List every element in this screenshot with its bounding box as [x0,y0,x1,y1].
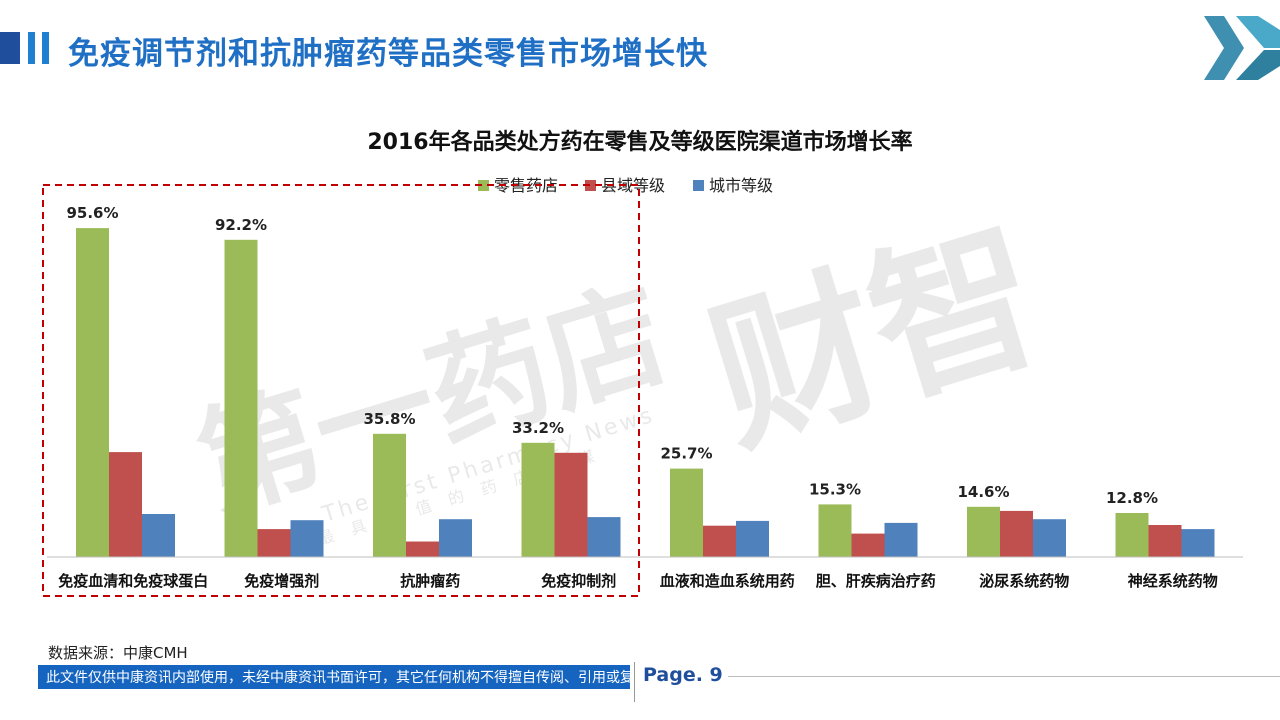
bar-series-2-category-3 [587,517,621,557]
page-rule [728,676,1280,677]
bar-series-1-category-1 [257,529,291,557]
bar-series-0-category-5 [818,504,852,557]
footer-notice: 此文件仅供中康资讯内部使用，未经中康资讯书面许可，其它任何机构不得擅自传阅、引用… [46,670,630,686]
category-label-7: 神经系统药物 [1128,572,1218,590]
watermark: 第一药店 财智 The First Pharmacy News 最具价值的药店传… [183,197,1062,549]
bar-series-2-category-0 [142,514,175,557]
page-title: 免疫调节剂和抗肿瘤药等品类零售市场增长快 [68,36,708,72]
bar-series-0-category-0 [76,228,109,557]
page-number: Page. 9 [643,664,723,686]
legend-swatch-series-2 [693,180,704,191]
bar-series-2-category-2 [439,519,472,557]
bar-series-1-category-4 [703,525,736,557]
category-label-1: 免疫增强剂 [244,572,319,590]
data-label-category-0: 95.6% [66,204,118,222]
brand-logo-icon [1204,16,1280,80]
title-bar: 免疫调节剂和抗肿瘤药等品类零售市场增长快 [0,26,1200,74]
bar-series-2-category-5 [884,522,918,557]
bar-series-0-category-3 [521,442,555,557]
title-accent-stripe [28,32,35,64]
footer-divider [634,662,635,702]
data-source: 数据来源：中康CMH [48,644,188,662]
footer-notice-bar: 此文件仅供中康资讯内部使用，未经中康资讯书面许可，其它任何机构不得擅自传阅、引用… [38,665,630,689]
bar-series-1-category-2 [406,541,439,557]
title-accent-block [0,32,20,64]
bar-series-1-category-6 [1000,510,1033,557]
category-label-4: 血液和造血系统用药 [660,572,795,590]
title-accent-stripe [42,32,49,64]
bar-series-0-category-6 [967,506,1000,557]
category-label-2: 抗肿瘤药 [400,572,460,590]
legend-swatch-series-0 [478,180,489,191]
data-label-category-5: 15.3% [809,480,861,498]
value-labels: 95.6% 92.2% 35.8% 33.2% 25.7% 15.3% 14.6% 12.8% [66,204,1158,507]
bar-series-0-category-4 [670,468,703,557]
bar-series-2-category-4 [736,520,769,557]
legend-swatch-series-1 [585,180,596,191]
data-label-category-1: 92.2% [215,216,267,234]
bar-series-0-category-7 [1115,513,1149,557]
chart-title: 2016年各品类处方药在零售及等级医院渠道市场增长率 [367,129,912,155]
bar-series-1-category-7 [1148,525,1182,557]
category-label-6: 泌尿系统药物 [979,572,1069,590]
bar-series-2-category-6 [1033,519,1066,557]
data-label-category-4: 25.7% [660,445,712,463]
data-label-category-7: 12.8% [1106,489,1158,507]
data-label-category-3: 33.2% [512,419,564,437]
bar-series-1-category-3 [554,452,588,557]
category-label-0: 免疫血清和免疫球蛋白 [58,572,208,590]
category-labels: 免疫血清和免疫球蛋白 免疫增强剂 抗肿瘤药 免疫抑制剂 血液和造血系统用药 胆、肝疾病治疗… [58,572,1218,590]
bar-series-2-category-7 [1181,529,1215,557]
category-label-5: 胆、肝疾病治疗药 [816,572,936,590]
bars [76,228,1215,558]
bar-series-1-category-0 [109,452,142,557]
category-label-3: 免疫抑制剂 [541,572,616,590]
data-label-category-6: 14.6% [957,483,1009,501]
legend-label-series-2: 城市等级 [709,176,773,195]
watermark-cn-right: 财智 [690,197,1062,477]
bar-series-1-category-5 [851,533,885,557]
bar-series-2-category-1 [290,520,324,557]
bar-series-0-category-2 [373,433,406,557]
bar-series-0-category-1 [224,239,258,558]
data-label-category-2: 35.8% [363,410,415,428]
